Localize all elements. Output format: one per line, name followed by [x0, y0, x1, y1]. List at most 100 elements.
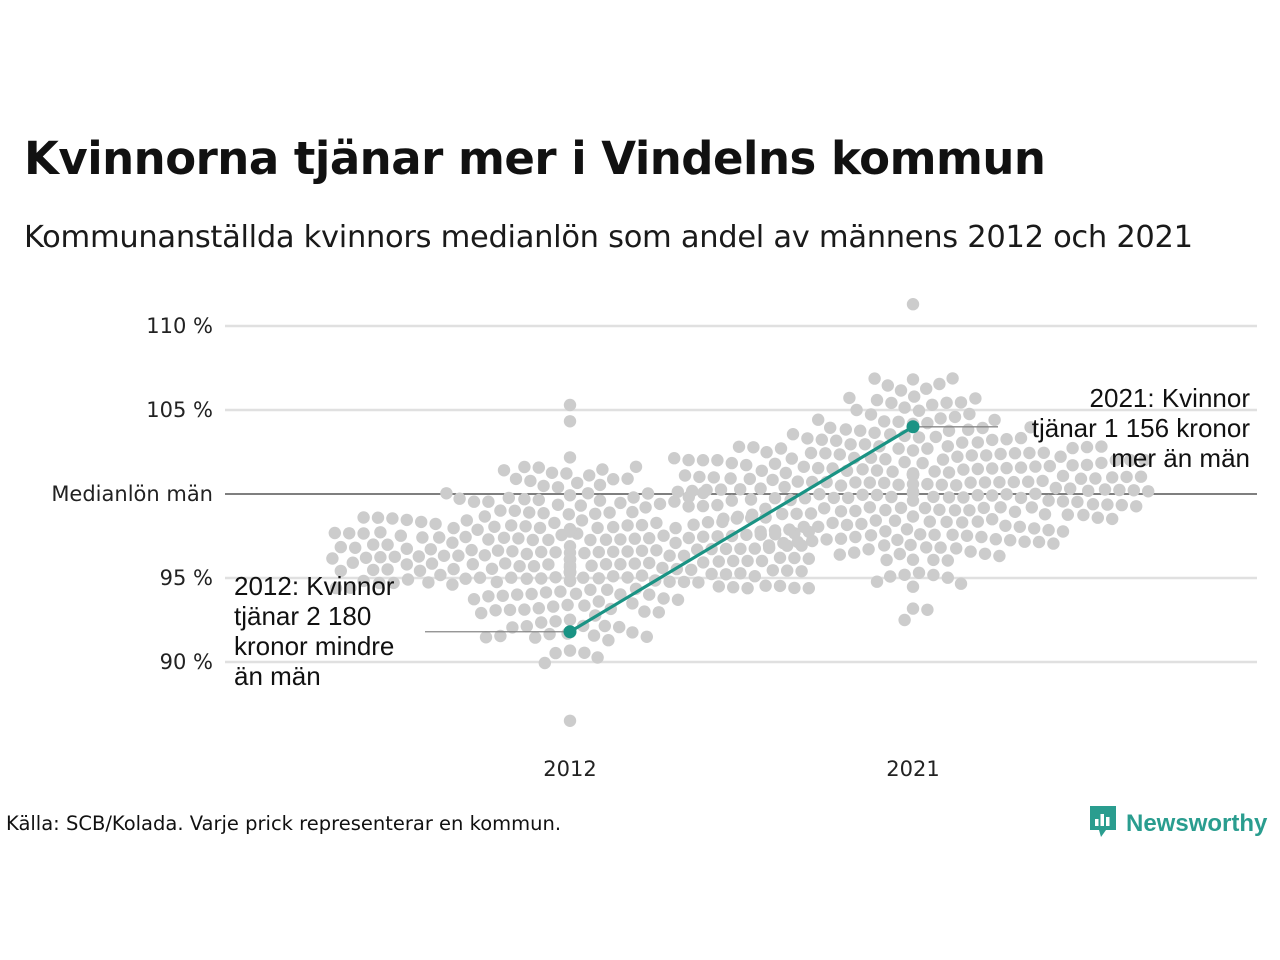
municipality-dot: [639, 501, 652, 514]
municipality-dot: [1021, 475, 1035, 488]
municipality-dot: [956, 436, 969, 449]
municipality-dot: [818, 502, 831, 515]
municipality-dot: [505, 571, 518, 584]
municipality-dot: [773, 551, 787, 564]
municipality-dot: [627, 491, 640, 504]
municipality-dot: [400, 558, 413, 571]
municipality-dot: [373, 576, 386, 590]
annotation-line: tjänar 2 180: [234, 601, 371, 631]
municipality-dot: [459, 530, 472, 544]
municipality-dot: [711, 498, 724, 512]
municipality-dot: [542, 533, 555, 547]
municipality-dot: [549, 615, 562, 628]
municipality-dot: [906, 373, 920, 386]
municipality-dot: [520, 572, 533, 585]
municipality-dot: [650, 544, 663, 557]
municipality-dot: [628, 532, 641, 545]
municipality-dot: [1098, 483, 1112, 496]
municipality-dot: [381, 563, 394, 576]
municipality-dot: [535, 572, 548, 585]
municipality-dot: [1042, 494, 1055, 507]
municipality-dot: [479, 631, 493, 644]
municipality-dot: [892, 442, 905, 455]
municipality-dot: [460, 514, 473, 527]
municipality-dot: [956, 516, 969, 529]
municipality-dot: [965, 449, 978, 462]
municipality-dot: [519, 520, 532, 533]
municipality-dot: [1013, 520, 1026, 533]
municipality-dot: [954, 396, 968, 409]
municipality-dot: [791, 475, 804, 488]
municipality-dot: [578, 546, 591, 560]
municipality-dot: [843, 391, 856, 405]
municipality-dot: [833, 548, 846, 561]
municipality-dot: [906, 602, 920, 615]
municipality-dot: [854, 424, 867, 437]
municipality-dot: [858, 438, 872, 451]
municipality-dot: [635, 518, 649, 532]
municipality-dot: [942, 491, 956, 504]
municipality-dot: [898, 613, 911, 627]
municipality-dot: [766, 473, 779, 487]
municipality-dot: [657, 529, 670, 542]
municipality-dot: [754, 482, 767, 495]
municipality-dot: [584, 583, 597, 596]
municipality-dot: [696, 454, 710, 467]
municipality-dot: [535, 545, 548, 559]
municipality-dot: [589, 507, 602, 520]
municipality-dot: [936, 453, 950, 466]
municipality-dot: [581, 487, 595, 500]
municipality-dot: [862, 543, 875, 556]
municipality-dot: [941, 554, 954, 567]
municipality-dot: [367, 538, 380, 551]
municipality-dot: [682, 531, 695, 545]
municipality-dot: [946, 528, 959, 541]
municipality-dot: [1095, 440, 1108, 453]
municipality-dot: [927, 490, 940, 504]
municipality-dot: [783, 523, 796, 536]
municipality-dot: [988, 413, 1001, 427]
municipality-dot: [906, 298, 920, 311]
municipality-dot: [388, 550, 401, 563]
municipality-dot: [678, 469, 692, 482]
municipality-dot: [518, 493, 531, 506]
municipality-dot: [386, 512, 399, 525]
municipality-dot: [898, 401, 911, 414]
municipality-dot: [561, 598, 574, 612]
municipality-dot: [357, 511, 370, 524]
municipality-dot: [429, 517, 442, 531]
municipality-dot: [734, 483, 747, 496]
municipality-dot: [781, 564, 794, 577]
municipality-dot: [560, 467, 573, 480]
municipality-dot: [777, 536, 790, 550]
municipality-dot: [697, 556, 710, 569]
municipality-dot: [628, 557, 641, 570]
municipality-dot: [962, 423, 975, 436]
municipality-dot: [898, 568, 911, 581]
municipality-dot: [892, 478, 905, 491]
municipality-dot: [1109, 454, 1123, 467]
municipality-dot: [712, 555, 725, 568]
municipality-dot: [960, 529, 974, 542]
municipality-dot: [482, 495, 495, 508]
municipality-dot: [539, 586, 553, 599]
municipality-dot: [754, 525, 767, 538]
municipality-dot: [535, 616, 548, 629]
municipality-dot: [512, 532, 525, 545]
municipality-dot: [1000, 461, 1013, 475]
municipality-dot: [643, 588, 656, 601]
municipality-dot: [921, 603, 934, 616]
municipality-dot: [527, 560, 541, 573]
municipality-dot: [893, 547, 906, 561]
municipality-dot: [437, 549, 451, 562]
municipality-dot: [820, 533, 833, 546]
municipality-dot: [1089, 472, 1102, 485]
municipality-dot: [591, 651, 604, 664]
newsworthy-logo[interactable]: Newsworthy: [1088, 804, 1267, 844]
municipality-dot: [607, 473, 620, 486]
municipality-dot: [503, 603, 517, 617]
municipality-dot: [741, 554, 754, 568]
municipality-dot: [532, 461, 545, 474]
municipality-dot: [813, 488, 826, 501]
municipality-dot: [701, 516, 715, 529]
